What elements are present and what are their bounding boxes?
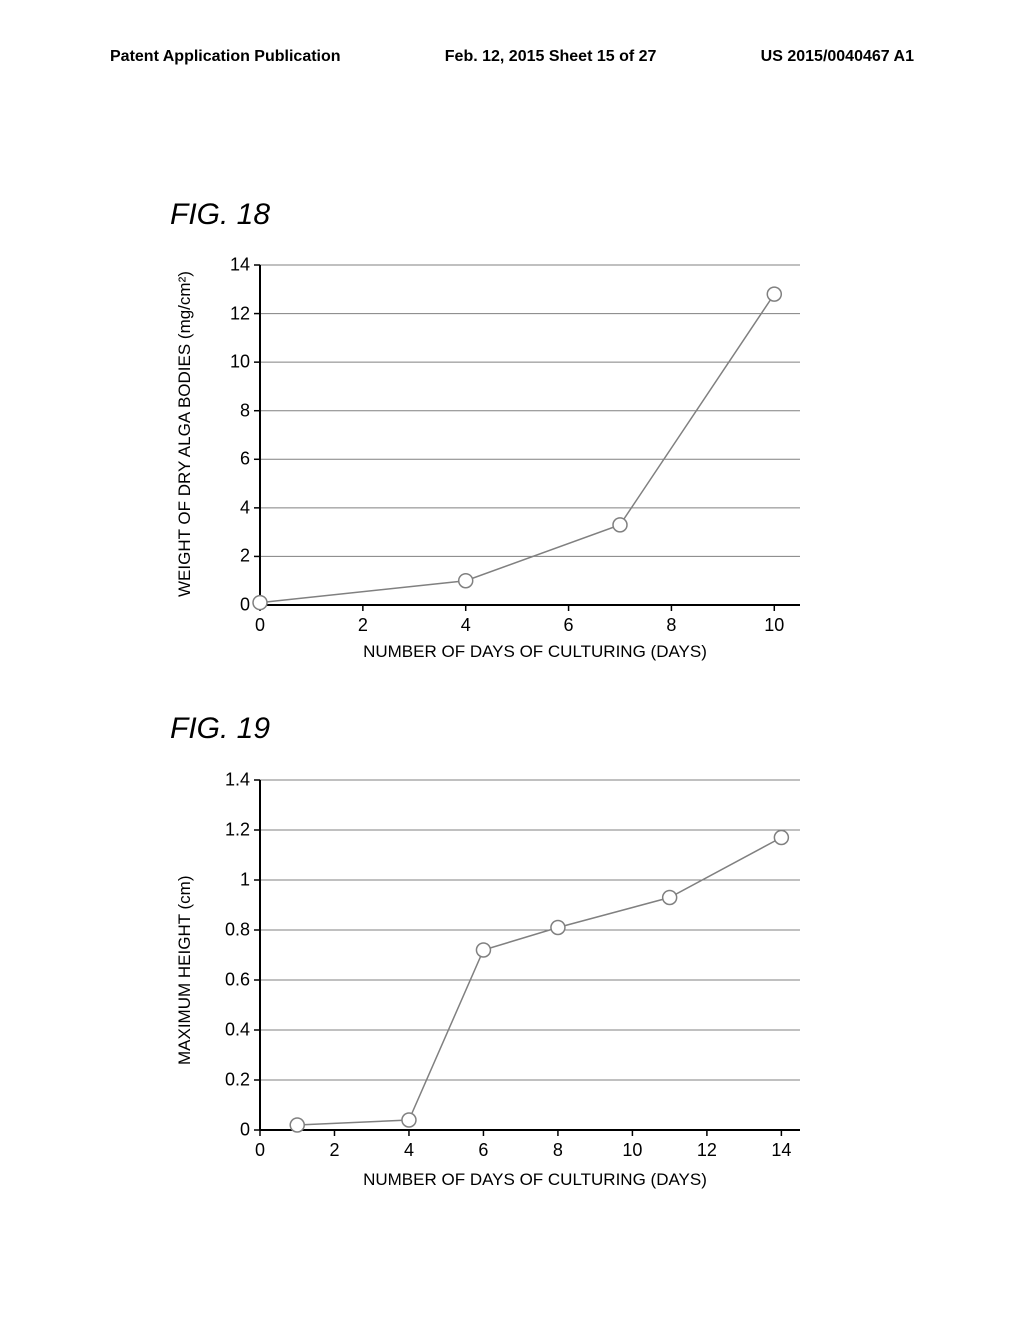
header-left: Patent Application Publication xyxy=(110,48,341,66)
x-tick-label: 2 xyxy=(358,615,368,636)
plot-area-18: 02468101214 0246810 xyxy=(190,250,810,625)
chart-fig-18: WEIGHT OF DRY ALGA BODIES (mg/cm²) 02468… xyxy=(190,250,810,625)
y-tick-label: 0 xyxy=(240,1120,250,1141)
header-center: Feb. 12, 2015 Sheet 15 of 27 xyxy=(445,48,657,66)
x-tick-label: 8 xyxy=(553,1140,563,1161)
fig-19-label: FIG. 19 xyxy=(170,712,270,746)
y-tick-label: 0.4 xyxy=(225,1020,250,1041)
y-tick-label: 10 xyxy=(230,352,250,373)
x-tick-label: 12 xyxy=(697,1140,717,1161)
y-tick-label: 6 xyxy=(240,449,250,470)
y-tick-label: 2 xyxy=(240,546,250,567)
x-tick-label: 4 xyxy=(461,615,471,636)
page-header: Patent Application Publication Feb. 12, … xyxy=(0,48,1024,66)
y-tick-label: 0 xyxy=(240,595,250,616)
y-tick-label: 1 xyxy=(240,870,250,891)
chart-fig-19: MAXIMUM HEIGHT (cm) 00.20.40.60.811.21.4… xyxy=(190,765,810,1155)
x-axis-label-18: NUMBER OF DAYS OF CULTURING (DAYS) xyxy=(345,642,725,662)
chart-svg-18 xyxy=(190,250,810,620)
x-tick-label: 0 xyxy=(255,615,265,636)
y-tick-label: 0.8 xyxy=(225,920,250,941)
y-tick-label: 4 xyxy=(240,497,250,518)
x-tick-label: 0 xyxy=(255,1140,265,1161)
chart-svg-19 xyxy=(190,765,810,1150)
y-tick-label: 14 xyxy=(230,255,250,276)
plot-area-19: 00.20.40.60.811.21.4 02468101214 xyxy=(190,765,810,1155)
y-tick-label: 12 xyxy=(230,303,250,324)
x-tick-label: 8 xyxy=(666,615,676,636)
header-right: US 2015/0040467 A1 xyxy=(761,48,914,66)
y-tick-label: 8 xyxy=(240,400,250,421)
x-tick-label: 4 xyxy=(404,1140,414,1161)
x-tick-label: 2 xyxy=(329,1140,339,1161)
x-tick-label: 14 xyxy=(771,1140,791,1161)
x-tick-label: 10 xyxy=(622,1140,642,1161)
x-axis-label-19: NUMBER OF DAYS OF CULTURING (DAYS) xyxy=(345,1170,725,1190)
y-tick-label: 1.4 xyxy=(225,770,250,791)
y-tick-label: 0.2 xyxy=(225,1070,250,1091)
x-tick-label: 6 xyxy=(478,1140,488,1161)
y-tick-label: 1.2 xyxy=(225,820,250,841)
fig-18-label: FIG. 18 xyxy=(170,198,270,232)
x-tick-label: 10 xyxy=(764,615,784,636)
x-tick-label: 6 xyxy=(564,615,574,636)
y-tick-label: 0.6 xyxy=(225,970,250,991)
